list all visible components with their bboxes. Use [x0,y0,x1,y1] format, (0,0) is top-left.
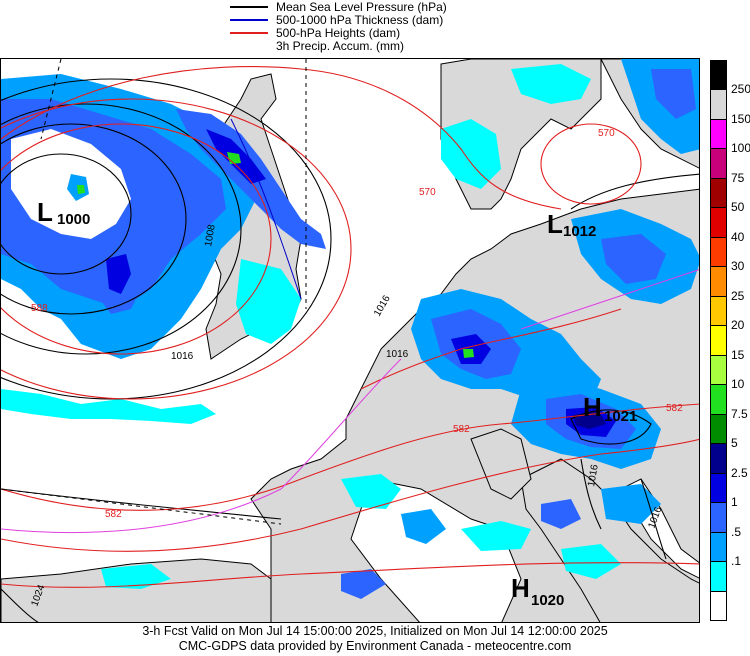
scale-swatch [710,207,727,238]
scale-swatch [710,531,727,563]
svg-text:L: L [37,197,53,227]
svg-text:L: L [547,209,563,239]
scale-swatch [710,354,727,386]
label-570-east: 570 [598,128,615,139]
label-582-east: 582 [666,403,683,414]
low-baltic: L 1012 [547,209,596,240]
scale-label: 30 [731,259,745,274]
scale-label: 75 [731,170,745,185]
scale-swatch [710,148,727,179]
legend-item-thickness: 500-1000 hPa Thickness (dam) [230,13,443,27]
scale-swatch [710,177,727,209]
high-alps: H 1021 [583,392,637,425]
label-582-south: 582 [105,509,122,520]
scale-label: 50 [731,200,745,215]
scale-label: 1 [731,495,738,510]
scale-label: 7.5 [731,406,748,421]
contour-labels: 570 570 588 582 582 582 1016 1016 1016 1… [29,128,683,608]
scale-label: 250 [731,82,750,97]
label-582-center: 582 [453,424,470,435]
scale-label: 15 [731,347,745,362]
scale-swatch [710,502,727,533]
scale-label: .1 [731,554,742,569]
label-1016-b: 1016 [386,349,409,360]
scale-swatch [710,60,727,91]
scale-label: 100 [731,141,750,156]
scale-label: 2.5 [731,465,748,480]
scale-swatch [710,89,727,120]
scale-swatch [710,266,727,297]
scale-label: 150 [731,111,750,126]
label-588-west: 588 [31,303,48,314]
weather-map: L 1000 L 1012 H 1021 H 1020 570 570 588 … [0,58,700,623]
legend-swatch-thickness [230,19,268,21]
legend-item-heights: 500-hPa Heights (dam) [230,26,400,40]
scale-swatch [710,472,727,504]
mslp-contours [1,78,699,622]
legend-label-thickness: 500-1000 hPa Thickness (dam) [276,13,444,27]
scale-swatch [710,561,727,592]
svg-text:1021: 1021 [604,408,637,425]
legend-label-heights: 500-hPa Heights (dam) [276,26,401,40]
scale-label: 40 [731,229,745,244]
thickness-contours [230,118,302,300]
scale-swatch [710,443,727,474]
svg-text:1000: 1000 [57,211,90,228]
footer-line-1: 3-h Fcst Valid on Mon Jul 14 15:00:00 20… [142,624,608,638]
legend-item-mslp: Mean Sea Level Pressure (hPa) [230,0,447,14]
scale-swatch [710,325,727,356]
legend-swatch-heights [230,32,268,34]
scale-swatch [710,413,727,445]
footer-line-2: CMC-GDPS data provided by Environment Ca… [178,639,572,653]
label-570-north: 570 [419,187,436,198]
scale-swatch [710,118,727,150]
precip-shading [1,59,699,599]
scale-label: 10 [731,377,745,392]
svg-text:H: H [583,392,602,422]
svg-text:H: H [511,573,530,603]
grid-lines [1,59,307,525]
low-atlantic: L 1000 [37,197,90,228]
label-1016-a: 1016 [171,351,194,362]
thickness-magenta [1,269,699,534]
legend-swatch-mslp [230,6,268,8]
scale-swatch [710,295,727,327]
label-1016-e: 1016 [586,463,601,487]
label-1008: 1008 [203,223,218,247]
legend-label-precip: 3h Precip. Accum. (mm) [276,39,405,53]
legend-item-precip: 3h Precip. Accum. (mm) [230,39,404,53]
svg-text:1020: 1020 [531,592,564,609]
svg-text:1012: 1012 [563,223,596,240]
legend: Mean Sea Level Pressure (hPa) 500-1000 h… [230,0,560,58]
legend-label-mslp: Mean Sea Level Pressure (hPa) [276,0,447,14]
scale-swatch [710,236,727,268]
scale-swatch [710,590,727,621]
high-mediterranean: H 1020 [511,573,564,609]
scale-label: .5 [731,524,742,539]
pressure-centers: L 1000 L 1012 H 1021 H 1020 [37,197,637,609]
scale-label: 20 [731,318,745,333]
precip-color-scale: 250 150 100 75 50 40 30 25 20 15 10 7.5 5 2.5 1 .5 .1 [710,60,750,621]
scale-label: 5 [731,436,738,451]
height-contours [1,65,699,588]
scale-swatch [710,384,727,415]
scale-label: 25 [731,288,745,303]
